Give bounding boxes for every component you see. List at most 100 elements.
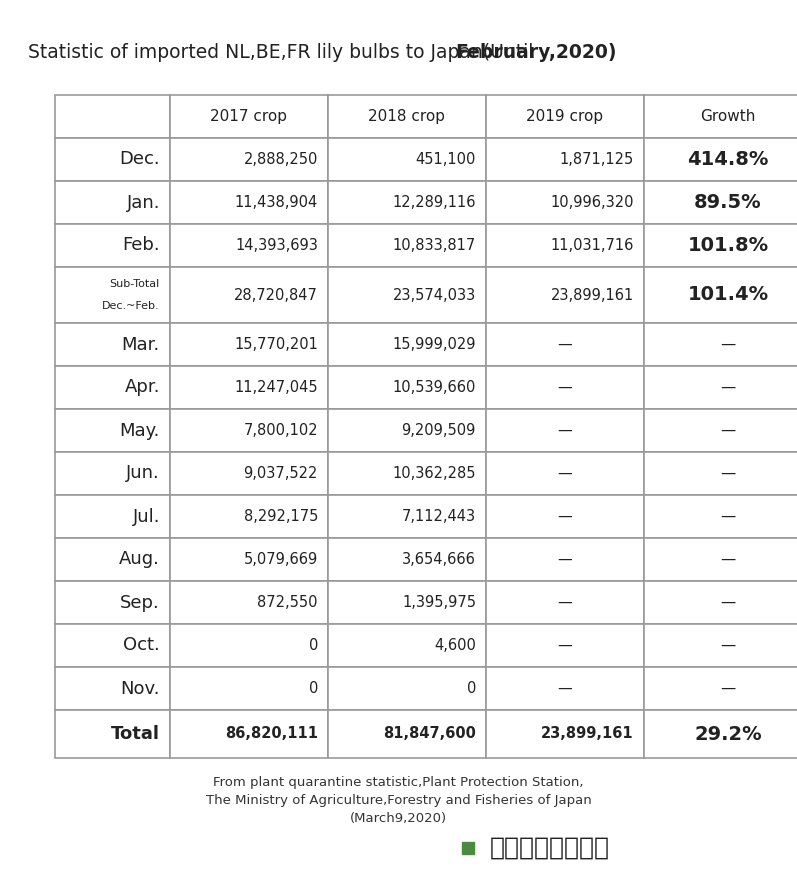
Text: 23,574,033: 23,574,033 — [393, 288, 476, 303]
Bar — [328, 538, 486, 581]
Text: Jan.: Jan. — [127, 194, 160, 212]
Text: —: — — [720, 595, 736, 610]
Bar — [55, 581, 170, 624]
Bar — [55, 538, 170, 581]
Bar — [170, 495, 328, 538]
Text: 89.5%: 89.5% — [694, 193, 762, 212]
Bar — [55, 667, 170, 710]
Text: Oct.: Oct. — [124, 637, 160, 655]
Bar — [170, 138, 328, 181]
Text: —: — — [558, 466, 572, 481]
Text: Statistic of imported NL,BE,FR lily bulbs to Japan(Until: Statistic of imported NL,BE,FR lily bulb… — [28, 43, 540, 62]
Text: 11,031,716: 11,031,716 — [551, 238, 634, 253]
Bar — [55, 95, 170, 138]
Bar — [644, 95, 797, 138]
Text: 14,393,693: 14,393,693 — [235, 238, 318, 253]
Bar — [486, 495, 644, 538]
Bar — [328, 624, 486, 667]
Bar — [486, 452, 644, 495]
Bar — [55, 624, 170, 667]
Text: 2017 crop: 2017 crop — [210, 109, 288, 124]
Text: 23,899,161: 23,899,161 — [541, 727, 634, 741]
Bar — [644, 267, 797, 323]
Bar — [328, 323, 486, 366]
Text: 101.8%: 101.8% — [688, 236, 768, 255]
Bar — [55, 452, 170, 495]
Text: 2019 crop: 2019 crop — [527, 109, 603, 124]
Text: 451,100: 451,100 — [415, 152, 476, 167]
Text: 10,362,285: 10,362,285 — [392, 466, 476, 481]
Text: 1,395,975: 1,395,975 — [402, 595, 476, 610]
Text: —: — — [558, 638, 572, 653]
Bar — [644, 181, 797, 224]
Bar — [644, 138, 797, 181]
Text: —: — — [558, 595, 572, 610]
Text: —: — — [558, 681, 572, 696]
Text: 10,996,320: 10,996,320 — [551, 195, 634, 210]
Text: Dec.~Feb.: Dec.~Feb. — [102, 301, 160, 311]
Text: Jul.: Jul. — [132, 507, 160, 525]
Bar — [486, 409, 644, 452]
Text: May.: May. — [120, 421, 160, 439]
Text: Dec.: Dec. — [120, 151, 160, 169]
Bar — [644, 323, 797, 366]
Bar — [55, 366, 170, 409]
Bar — [328, 181, 486, 224]
Text: February,2020): February,2020) — [456, 43, 617, 62]
Bar — [486, 138, 644, 181]
Text: 28,720,847: 28,720,847 — [234, 288, 318, 303]
Bar — [328, 224, 486, 267]
Bar — [486, 224, 644, 267]
Text: —: — — [558, 337, 572, 352]
Text: 0: 0 — [308, 681, 318, 696]
Text: 29.2%: 29.2% — [694, 724, 762, 744]
Bar — [55, 710, 170, 758]
Text: Sep.: Sep. — [120, 594, 160, 612]
Text: —: — — [720, 466, 736, 481]
Bar — [644, 452, 797, 495]
Text: 3,654,666: 3,654,666 — [402, 552, 476, 567]
Bar — [170, 409, 328, 452]
Bar — [328, 409, 486, 452]
Bar — [486, 323, 644, 366]
Bar — [644, 366, 797, 409]
Text: —: — — [720, 337, 736, 352]
Bar — [170, 624, 328, 667]
Bar — [55, 323, 170, 366]
Bar — [328, 667, 486, 710]
Text: 7,112,443: 7,112,443 — [402, 509, 476, 524]
Text: —: — — [558, 423, 572, 438]
Bar — [486, 581, 644, 624]
Text: From plant quarantine statistic,Plant Protection Station,: From plant quarantine statistic,Plant Pr… — [214, 776, 583, 789]
Text: —: — — [558, 509, 572, 524]
Bar — [644, 667, 797, 710]
Bar — [55, 409, 170, 452]
Text: 2,888,250: 2,888,250 — [244, 152, 318, 167]
Bar — [55, 495, 170, 538]
Text: 15,999,029: 15,999,029 — [392, 337, 476, 352]
Text: 8,292,175: 8,292,175 — [244, 509, 318, 524]
Text: 86,820,111: 86,820,111 — [225, 727, 318, 741]
Bar — [170, 267, 328, 323]
Bar — [486, 95, 644, 138]
Text: —: — — [720, 423, 736, 438]
Bar — [170, 667, 328, 710]
Bar — [55, 138, 170, 181]
Text: Mar.: Mar. — [122, 336, 160, 354]
Bar — [486, 624, 644, 667]
Bar — [486, 710, 644, 758]
Bar — [170, 95, 328, 138]
Bar — [644, 495, 797, 538]
Bar — [55, 267, 170, 323]
Text: 9,037,522: 9,037,522 — [244, 466, 318, 481]
Bar — [486, 267, 644, 323]
Bar — [644, 710, 797, 758]
Text: 12,289,116: 12,289,116 — [392, 195, 476, 210]
Bar — [644, 224, 797, 267]
Text: Growth: Growth — [701, 109, 756, 124]
Text: Feb.: Feb. — [123, 237, 160, 255]
Text: 81,847,600: 81,847,600 — [383, 727, 476, 741]
Bar — [170, 366, 328, 409]
Text: 414.8%: 414.8% — [687, 150, 768, 169]
Text: 5,079,669: 5,079,669 — [244, 552, 318, 567]
